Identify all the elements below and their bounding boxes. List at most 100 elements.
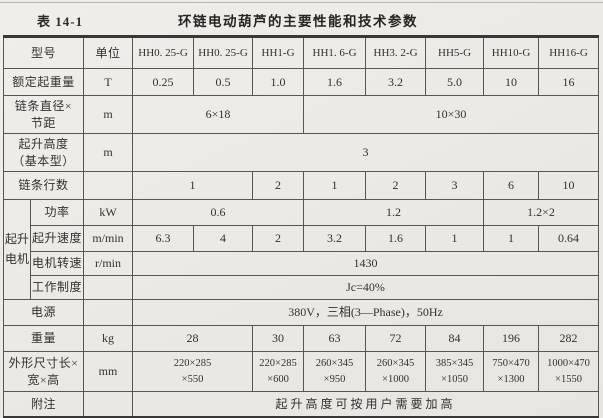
lift-height-row: 起升高度 （基本型） m 3 <box>2 133 600 172</box>
header-model-5: HH3. 2-G <box>365 36 427 69</box>
header-row: 型号 单位 HH0. 25-G HH0. 25-G HH1-G HH1. 6-G… <box>2 36 600 69</box>
lift-speed-value-5: 1.6 <box>365 225 427 252</box>
lift-speed-value-8: 0.64 <box>538 225 600 252</box>
header-model-1: HH0. 25-G <box>132 36 195 69</box>
chain-falls-row: 链条行数 1 2 1 2 3 6 10 <box>2 171 600 200</box>
lift-speed-value-1: 6.3 <box>132 225 195 252</box>
lift-speed-label: 起升速度 <box>29 225 85 252</box>
dimensions-value-5: 385×345 ×1050 <box>425 351 485 392</box>
notes-value: 起升高度可按用户需要加高 <box>132 391 600 418</box>
dimensions-value-7: 1000×470 ×1550 <box>538 351 600 392</box>
rated-capacity-row: 额定起重量 T 0.25 0.5 1.0 1.6 3.2 5.0 10 16 <box>2 68 600 96</box>
dimensions-value-6: 750×470 ×1300 <box>483 351 540 392</box>
header-model-8: HH16-G <box>538 36 600 69</box>
duty-cycle-row: 工作制度 Jc=40% <box>4 275 600 300</box>
chain-falls-label: 链条行数 <box>2 171 85 200</box>
header-model-6: HH5-G <box>425 36 485 69</box>
weight-value-4: 72 <box>365 325 427 352</box>
weight-row: 重量 kg 28 30 63 72 84 196 282 <box>2 325 600 352</box>
weight-value-1: 28 <box>132 325 254 352</box>
chain-falls-value-1: 1 <box>132 171 254 200</box>
motor-rpm-value: 1430 <box>132 251 600 276</box>
motor-power-value-2: 1.2 <box>303 199 485 226</box>
motor-rpm-label: 电机转速 <box>29 251 85 276</box>
page-top-rule <box>0 2 603 3</box>
power-supply-value: 380V，三相(3—Phase)，50Hz <box>132 299 600 326</box>
motor-rpm-unit: r/min <box>83 251 134 276</box>
lift-height-label: 起升高度 （基本型） <box>2 133 85 172</box>
rated-capacity-value-3: 1.0 <box>252 68 305 96</box>
lift-speed-value-6: 1 <box>425 225 485 252</box>
notes-label: 附注 <box>2 391 85 418</box>
dimensions-value-2: 220×285 ×600 <box>252 351 305 392</box>
lift-speed-unit: m/min <box>83 225 134 252</box>
chain-spec-label: 链条直径× 节距 <box>2 95 85 134</box>
header-unit-label: 单位 <box>83 36 134 69</box>
page-title: 环链电动葫芦的主要性能和技术参数 <box>178 14 418 29</box>
dimensions-label: 外形尺寸长× 宽×高 <box>2 351 85 392</box>
chain-spec-small: 6×18 <box>132 95 305 134</box>
motor-power-value-3: 1.2×2 <box>483 199 600 226</box>
notes-row: 附注 起升高度可按用户需要加高 <box>2 391 600 418</box>
weight-value-2: 30 <box>252 325 305 352</box>
lift-speed-row: 起升速度 m/min 6.3 4 2 3.2 1.6 1 1 0.64 <box>4 225 600 252</box>
rated-capacity-value-6: 5.0 <box>425 68 485 96</box>
header-model-4: HH1. 6-G <box>303 36 367 69</box>
duty-cycle-label: 工作制度 <box>29 275 85 300</box>
dimensions-unit: mm <box>83 351 134 392</box>
lift-height-unit: m <box>83 133 134 172</box>
chain-falls-value-4: 2 <box>365 171 427 200</box>
motor-power-value-1: 0.6 <box>132 199 305 226</box>
notes-unit <box>83 391 134 418</box>
power-supply-label: 电源 <box>2 299 85 326</box>
motor-rpm-row: 电机转速 r/min 1430 <box>4 251 600 276</box>
chain-spec-row: 链条直径× 节距 m 6×18 10×30 <box>2 95 600 134</box>
rated-capacity-value-1: 0.25 <box>132 68 195 96</box>
chain-spec-unit: m <box>83 95 134 134</box>
header-model-3: HH1-G <box>252 36 305 69</box>
caption-row: 表 14-1 环链电动葫芦的主要性能和技术参数 <box>0 9 603 31</box>
rated-capacity-value-2: 0.5 <box>193 68 254 96</box>
rated-capacity-label: 额定起重量 <box>2 68 85 96</box>
rated-capacity-value-7: 10 <box>483 68 540 96</box>
lift-speed-value-4: 3.2 <box>303 225 367 252</box>
lift-speed-value-3: 2 <box>252 225 305 252</box>
rated-capacity-value-8: 16 <box>538 68 600 96</box>
header-model-label: 型号 <box>2 36 85 69</box>
motor-power-label: 功率 <box>29 199 85 226</box>
rated-capacity-value-4: 1.6 <box>303 68 367 96</box>
weight-label: 重量 <box>2 325 85 352</box>
chain-falls-value-6: 6 <box>483 171 540 200</box>
weight-value-6: 196 <box>483 325 540 352</box>
motor-power-unit: kW <box>83 199 134 226</box>
weight-value-3: 63 <box>303 325 367 352</box>
dimensions-row: 外形尺寸长× 宽×高 mm 220×285 ×550 220×285 ×600 … <box>2 351 600 392</box>
dimensions-value-3: 260×345 ×950 <box>303 351 367 392</box>
duty-cycle-value: Jc=40% <box>132 275 600 300</box>
table-number: 表 14-1 <box>37 14 84 29</box>
chain-falls-value-2: 2 <box>252 171 305 200</box>
motor-group-label: 起升 电机 <box>3 199 31 300</box>
header-model-2: HH0. 25-G <box>193 36 254 69</box>
lift-speed-value-7: 1 <box>483 225 540 252</box>
spec-table: 型号 单位 HH0. 25-G HH0. 25-G HH1-G HH1. 6-G… <box>2 35 600 418</box>
lift-height-value: 3 <box>132 133 600 172</box>
weight-unit: kg <box>83 325 134 352</box>
chain-spec-large: 10×30 <box>303 95 600 134</box>
weight-value-5: 84 <box>425 325 485 352</box>
lift-speed-value-2: 4 <box>193 225 254 252</box>
rated-capacity-value-5: 3.2 <box>365 68 427 96</box>
motor-power-row: 起升 电机 功率 kW 0.6 1.2 1.2×2 <box>3 199 600 300</box>
duty-cycle-unit <box>83 275 134 300</box>
dimensions-value-1: 220×285 ×550 <box>132 351 254 392</box>
chain-falls-value-7: 10 <box>538 171 600 200</box>
dimensions-value-4: 260×345 ×1000 <box>365 351 427 392</box>
power-supply-unit <box>83 299 134 326</box>
weight-value-7: 282 <box>538 325 600 352</box>
chain-falls-value-3: 1 <box>303 171 367 200</box>
rated-capacity-unit: T <box>83 68 134 96</box>
header-model-7: HH10-G <box>483 36 540 69</box>
power-supply-row: 电源 380V，三相(3—Phase)，50Hz <box>2 299 600 326</box>
chain-falls-unit <box>83 171 134 200</box>
